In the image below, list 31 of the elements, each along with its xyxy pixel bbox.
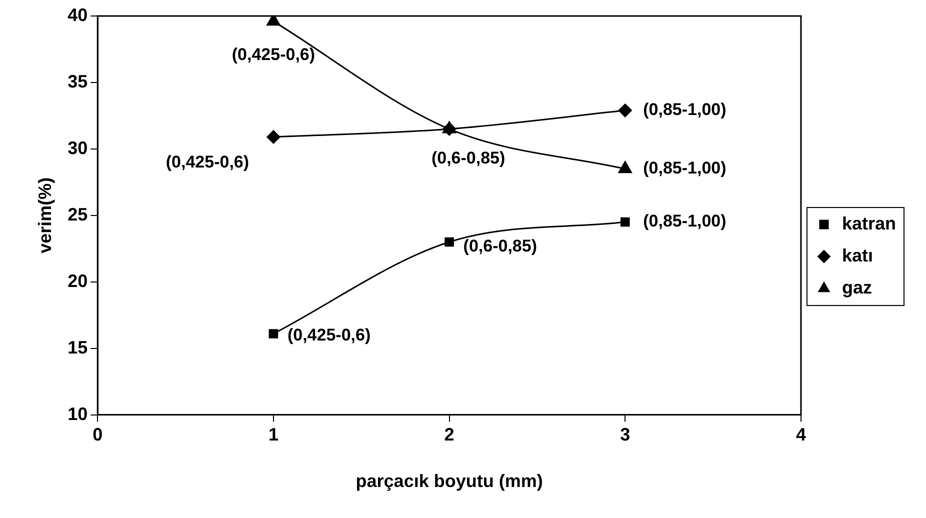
y-tick-label: 10 [68,404,88,424]
legend-label: katran [842,213,896,234]
annotation: (0,85-1,00) [643,158,726,178]
point [266,130,280,144]
point [618,104,632,118]
y-axis-title: verim(%) [34,177,55,254]
annotation: (0,85-1,00) [643,212,726,231]
point [444,237,454,247]
y-tick-label: 15 [68,337,88,358]
annotation: (0,6-0,85) [431,148,506,168]
x-tick-label: 0 [92,424,103,445]
point [266,16,280,26]
point [620,217,630,227]
annotation: (0,425-0,6) [287,325,371,344]
x-tick-label: 2 [444,424,454,445]
y-tick-label: 35 [68,71,88,92]
x-tick-label: 3 [620,424,630,445]
legend-label: katı [842,245,874,266]
y-tick-label: 30 [68,138,88,158]
y-tick-label: 40 [68,4,88,25]
annotation: (0,6-0,85) [463,236,537,256]
annotation: (0,425-0,6) [166,152,250,172]
x-tick-label: 1 [268,424,278,445]
point [268,329,278,338]
y-tick-label: 25 [68,204,88,224]
annotation: (0,85-1,00) [643,100,726,120]
x-axis-title: parçacık boyutu (mm) [356,471,543,492]
y-tick-label: 20 [68,270,88,291]
annotation: (0,425-0,6) [232,45,316,64]
legend-label: gaz [842,277,872,298]
x-tick-label: 4 [796,424,806,445]
